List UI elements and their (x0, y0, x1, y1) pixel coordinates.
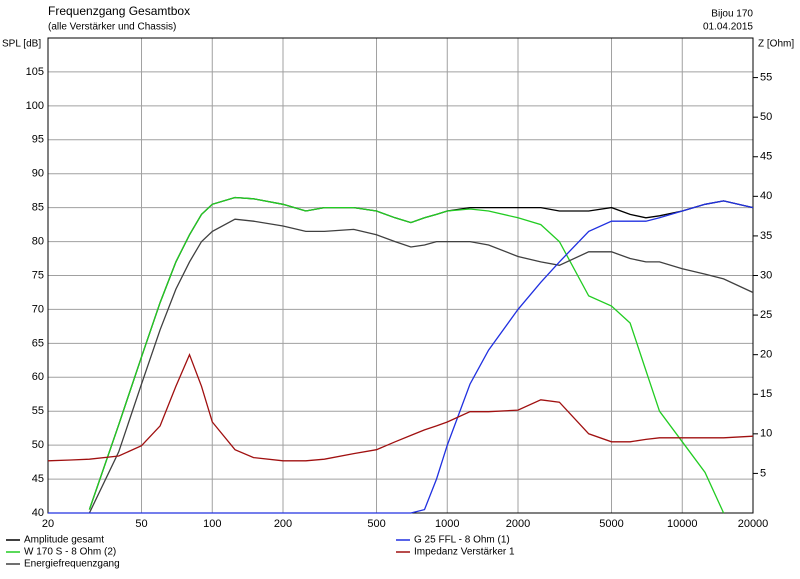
y2-tick-label: 40 (760, 190, 772, 202)
y-tick-label: 70 (32, 303, 44, 315)
x-tick-label: 5000 (599, 518, 623, 530)
x-tick-label: 20 (42, 518, 54, 530)
series-line (88, 196, 725, 514)
chart-subtitle: (alle Verstärker und Chassis) (48, 22, 176, 33)
y-tick-label: 50 (32, 439, 44, 451)
x-tick-label: 20000 (738, 518, 769, 530)
y2-tick-label: 5 (760, 467, 766, 479)
x-tick-label: 50 (135, 518, 147, 530)
chart-title: Frequenzgang Gesamtbox (48, 4, 190, 18)
y-axis-label: SPL [dB] (2, 39, 41, 50)
legend-label: Impedanz Verstärker 1 (414, 547, 515, 558)
legend-label: W 170 S - 8 Ohm (2) (24, 547, 116, 558)
y2-axis-label: Z [Ohm] (758, 39, 794, 50)
y2-tick-label: 55 (760, 71, 772, 83)
project-name: Bijou 170 (711, 9, 753, 20)
series-line (88, 218, 754, 514)
legend-label: Energiefrequenzgang (24, 559, 120, 570)
y2-tick-label: 35 (760, 230, 772, 242)
y-tick-label: 40 (32, 507, 44, 519)
legend-label: Amplitude gesamt (24, 535, 104, 546)
y-tick-label: 100 (26, 100, 44, 112)
y-tick-label: 80 (32, 235, 44, 247)
y-tick-label: 75 (32, 269, 44, 281)
y-tick-label: 55 (32, 405, 44, 417)
series-line (48, 200, 754, 514)
y-tick-label: 105 (26, 66, 44, 78)
y-tick-label: 90 (32, 168, 44, 180)
y-tick-label: 95 (32, 134, 44, 146)
y-tick-label: 85 (32, 202, 44, 214)
x-tick-label: 2000 (506, 518, 530, 530)
y2-tick-label: 50 (760, 111, 772, 123)
y2-tick-label: 45 (760, 151, 772, 163)
y-tick-label: 65 (32, 337, 44, 349)
x-tick-label: 100 (203, 518, 221, 530)
y2-tick-label: 20 (760, 349, 772, 361)
y2-tick-label: 30 (760, 269, 772, 281)
x-tick-label: 10000 (667, 518, 698, 530)
y2-tick-label: 15 (760, 388, 772, 400)
legend-label: G 25 FFL - 8 Ohm (1) (414, 535, 510, 546)
y2-tick-label: 10 (760, 428, 772, 440)
series-line (47, 352, 754, 462)
y-tick-label: 45 (32, 473, 44, 485)
x-tick-label: 200 (274, 518, 292, 530)
x-tick-label: 500 (367, 518, 385, 530)
x-tick-label: 1000 (435, 518, 459, 530)
y2-tick-label: 25 (760, 309, 772, 321)
y-tick-label: 60 (32, 371, 44, 383)
date: 01.04.2015 (703, 22, 753, 33)
